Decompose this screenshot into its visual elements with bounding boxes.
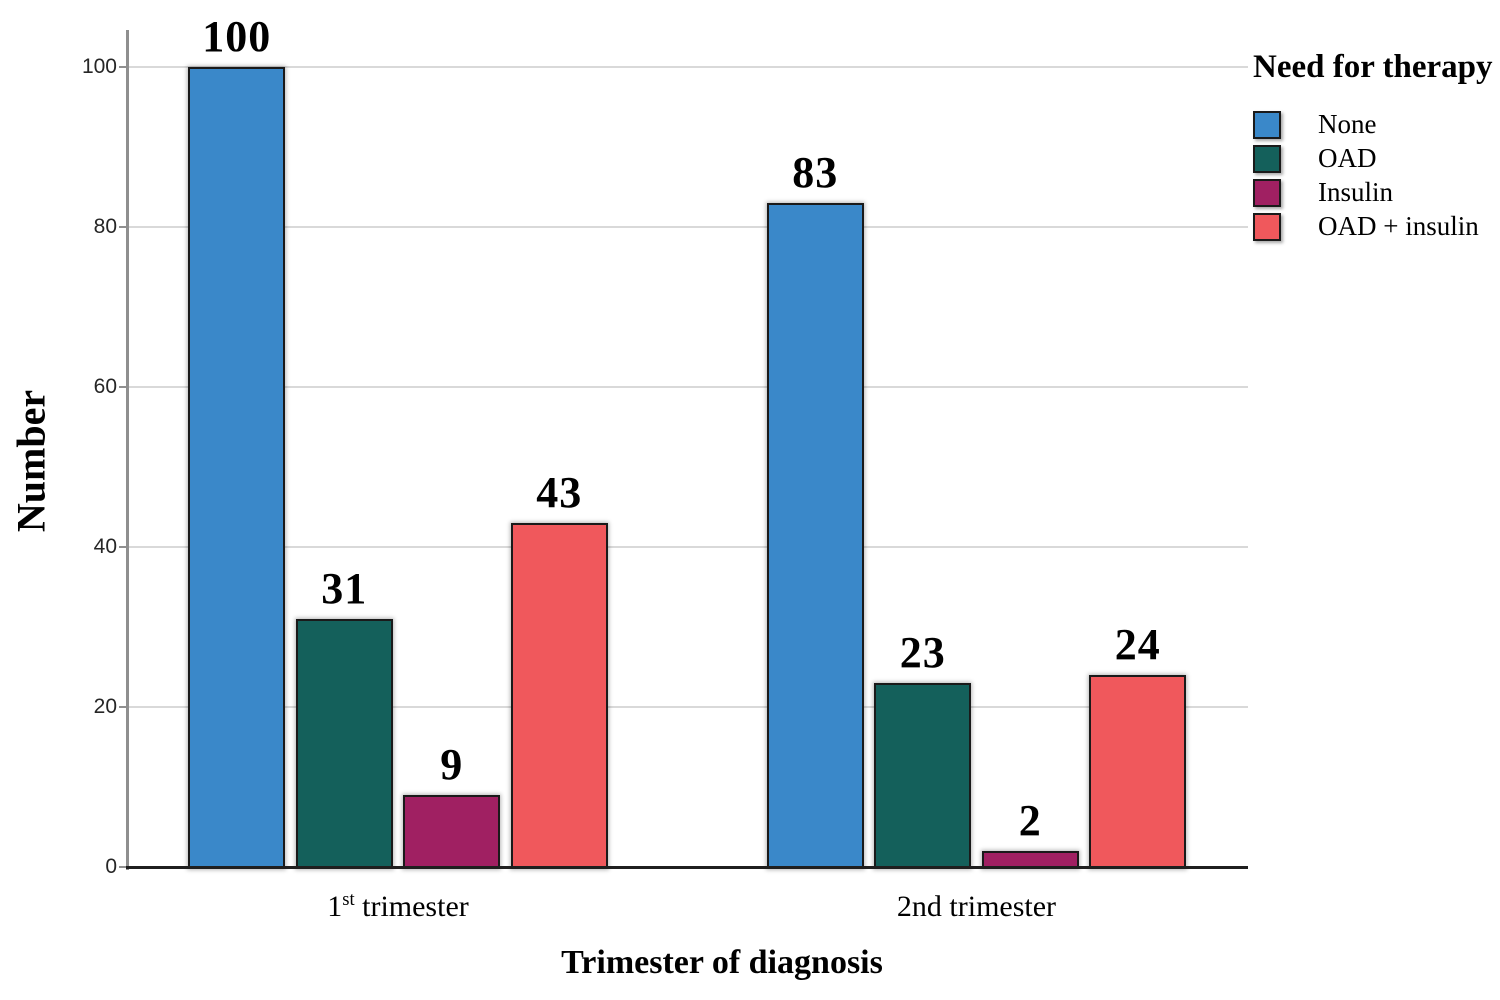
legend-item-label: None: [1318, 109, 1377, 140]
bar-oad-insulin: [510, 523, 608, 869]
y-tick-label: 80: [93, 215, 117, 238]
y-tick-mark: [119, 66, 128, 68]
bar-insulin: [403, 795, 501, 869]
y-axis-title: Number: [8, 389, 54, 533]
y-tick-label: 60: [93, 375, 117, 398]
y-tick-label: 20: [93, 695, 117, 718]
y-tick-mark: [119, 386, 128, 388]
gridline: [128, 226, 1248, 228]
y-axis-line: [126, 30, 129, 870]
gridline: [128, 386, 1248, 388]
legend-items: None OAD Insulin OAD + insulin: [1253, 109, 1498, 242]
gridline: [128, 546, 1248, 548]
gridline: [128, 706, 1248, 708]
bar-none: [766, 203, 864, 869]
bar-value-label: 83: [792, 148, 839, 197]
bar-oad-insulin: [1089, 675, 1187, 869]
legend-item: OAD: [1253, 143, 1498, 174]
legend-swatch-icon: [1253, 110, 1281, 139]
legend-swatch-icon: [1253, 212, 1281, 241]
y-tick-label: 40: [93, 535, 117, 558]
x-axis-line: [126, 866, 1248, 869]
bar-value-label: 100: [202, 12, 272, 61]
legend-swatch-icon: [1253, 178, 1281, 207]
bar-none: [188, 67, 286, 869]
y-tick-mark: [119, 546, 128, 548]
y-tick-label: 100: [81, 55, 117, 78]
legend: Need for therapy None OAD Insulin OAD + ins…: [1253, 44, 1498, 241]
y-tick-mark: [119, 226, 128, 228]
legend-item: Insulin: [1253, 177, 1498, 208]
bar-oad: [295, 619, 393, 869]
legend-item: None: [1253, 109, 1498, 140]
legend-title: Need for therapy: [1253, 49, 1493, 85]
gridline: [128, 66, 1248, 68]
legend-item-label: OAD: [1318, 143, 1377, 174]
bar-value-label: 2: [1018, 796, 1042, 845]
category-label: 1st trimester: [327, 889, 469, 923]
legend-swatch-icon: [1253, 144, 1281, 173]
y-tick-label: 0: [105, 855, 117, 878]
legend-item-label: OAD + insulin: [1318, 211, 1479, 242]
legend-item-label: Insulin: [1318, 177, 1394, 208]
y-tick-mark: [119, 706, 128, 708]
legend-item: OAD + insulin: [1253, 211, 1498, 242]
y-tick-mark: [119, 866, 128, 868]
category-label: 2nd trimester: [896, 890, 1057, 923]
bar-oad: [874, 683, 972, 869]
x-axis-title: Trimester of diagnosis: [561, 944, 883, 981]
bar-value-label: 24: [1114, 620, 1161, 669]
bar-value-label: 43: [536, 468, 583, 517]
bar-value-label: 23: [899, 628, 946, 677]
bar-value-label: 31: [321, 564, 368, 613]
bar-value-label: 9: [440, 740, 464, 789]
